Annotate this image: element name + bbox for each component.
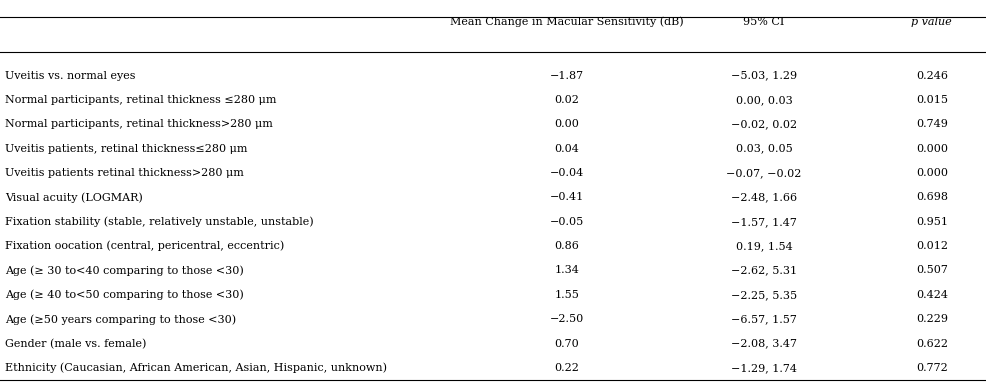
Text: 0.86: 0.86	[554, 241, 580, 251]
Text: −1.29, 1.74: −1.29, 1.74	[732, 363, 797, 373]
Text: 0.02: 0.02	[554, 95, 580, 105]
Text: 0.70: 0.70	[554, 339, 580, 349]
Text: Uveitis patients, retinal thickness≤280 μm: Uveitis patients, retinal thickness≤280 …	[5, 144, 247, 154]
Text: 0.000: 0.000	[916, 168, 948, 178]
Text: Uveitis vs. normal eyes: Uveitis vs. normal eyes	[5, 71, 135, 81]
Text: p value: p value	[911, 17, 952, 27]
Text: 0.03, 0.05: 0.03, 0.05	[736, 144, 793, 154]
Text: 0.229: 0.229	[916, 314, 948, 324]
Text: Age (≥50 years comparing to those <30): Age (≥50 years comparing to those <30)	[5, 314, 236, 324]
Text: −2.50: −2.50	[550, 314, 584, 324]
Text: 0.424: 0.424	[916, 290, 948, 300]
Text: Normal participants, retinal thickness ≤280 μm: Normal participants, retinal thickness ≤…	[5, 95, 276, 105]
Text: Uveitis patients retinal thickness>280 μm: Uveitis patients retinal thickness>280 μ…	[5, 168, 244, 178]
Text: 0.015: 0.015	[916, 95, 948, 105]
Text: −6.57, 1.57: −6.57, 1.57	[732, 314, 797, 324]
Text: −0.05: −0.05	[550, 217, 584, 227]
Text: 1.55: 1.55	[554, 290, 580, 300]
Text: 95% CI: 95% CI	[743, 17, 785, 27]
Text: 0.000: 0.000	[916, 144, 948, 154]
Text: −0.41: −0.41	[550, 192, 584, 202]
Text: 0.012: 0.012	[916, 241, 948, 251]
Text: 0.00: 0.00	[554, 119, 580, 129]
Text: Age (≥ 40 to<50 comparing to those <30): Age (≥ 40 to<50 comparing to those <30)	[5, 290, 244, 300]
Text: Fixation oocation (central, pericentral, eccentric): Fixation oocation (central, pericentral,…	[5, 241, 284, 252]
Text: 0.772: 0.772	[916, 363, 948, 373]
Text: 1.34: 1.34	[554, 265, 580, 275]
Text: −0.07, −0.02: −0.07, −0.02	[727, 168, 802, 178]
Text: 0.698: 0.698	[916, 192, 948, 202]
Text: −1.87: −1.87	[550, 71, 584, 81]
Text: Gender (male vs. female): Gender (male vs. female)	[5, 338, 146, 349]
Text: 0.00, 0.03: 0.00, 0.03	[736, 95, 793, 105]
Text: −0.02, 0.02: −0.02, 0.02	[731, 119, 798, 129]
Text: −2.62, 5.31: −2.62, 5.31	[731, 265, 798, 275]
Text: 0.19, 1.54: 0.19, 1.54	[736, 241, 793, 251]
Text: Age (≥ 30 to<40 comparing to those <30): Age (≥ 30 to<40 comparing to those <30)	[5, 265, 244, 276]
Text: Fixation stability (stable, relatively unstable, unstable): Fixation stability (stable, relatively u…	[5, 217, 314, 227]
Text: 0.749: 0.749	[916, 119, 948, 129]
Text: 0.507: 0.507	[916, 265, 948, 275]
Text: 0.246: 0.246	[916, 71, 948, 81]
Text: −1.57, 1.47: −1.57, 1.47	[732, 217, 797, 227]
Text: Ethnicity (Caucasian, African American, Asian, Hispanic, unknown): Ethnicity (Caucasian, African American, …	[5, 363, 387, 373]
Text: 0.04: 0.04	[554, 144, 580, 154]
Text: Visual acuity (LOGMAR): Visual acuity (LOGMAR)	[5, 192, 143, 203]
Text: Normal participants, retinal thickness>280 μm: Normal participants, retinal thickness>2…	[5, 119, 273, 129]
Text: 0.622: 0.622	[916, 339, 948, 349]
Text: −5.03, 1.29: −5.03, 1.29	[731, 71, 798, 81]
Text: 0.22: 0.22	[554, 363, 580, 373]
Text: −2.25, 5.35: −2.25, 5.35	[731, 290, 798, 300]
Text: 0.951: 0.951	[916, 217, 948, 227]
Text: −2.48, 1.66: −2.48, 1.66	[731, 192, 798, 202]
Text: −2.08, 3.47: −2.08, 3.47	[732, 339, 797, 349]
Text: −0.04: −0.04	[550, 168, 584, 178]
Text: Mean Change in Macular Sensitivity (dB): Mean Change in Macular Sensitivity (dB)	[451, 16, 683, 27]
